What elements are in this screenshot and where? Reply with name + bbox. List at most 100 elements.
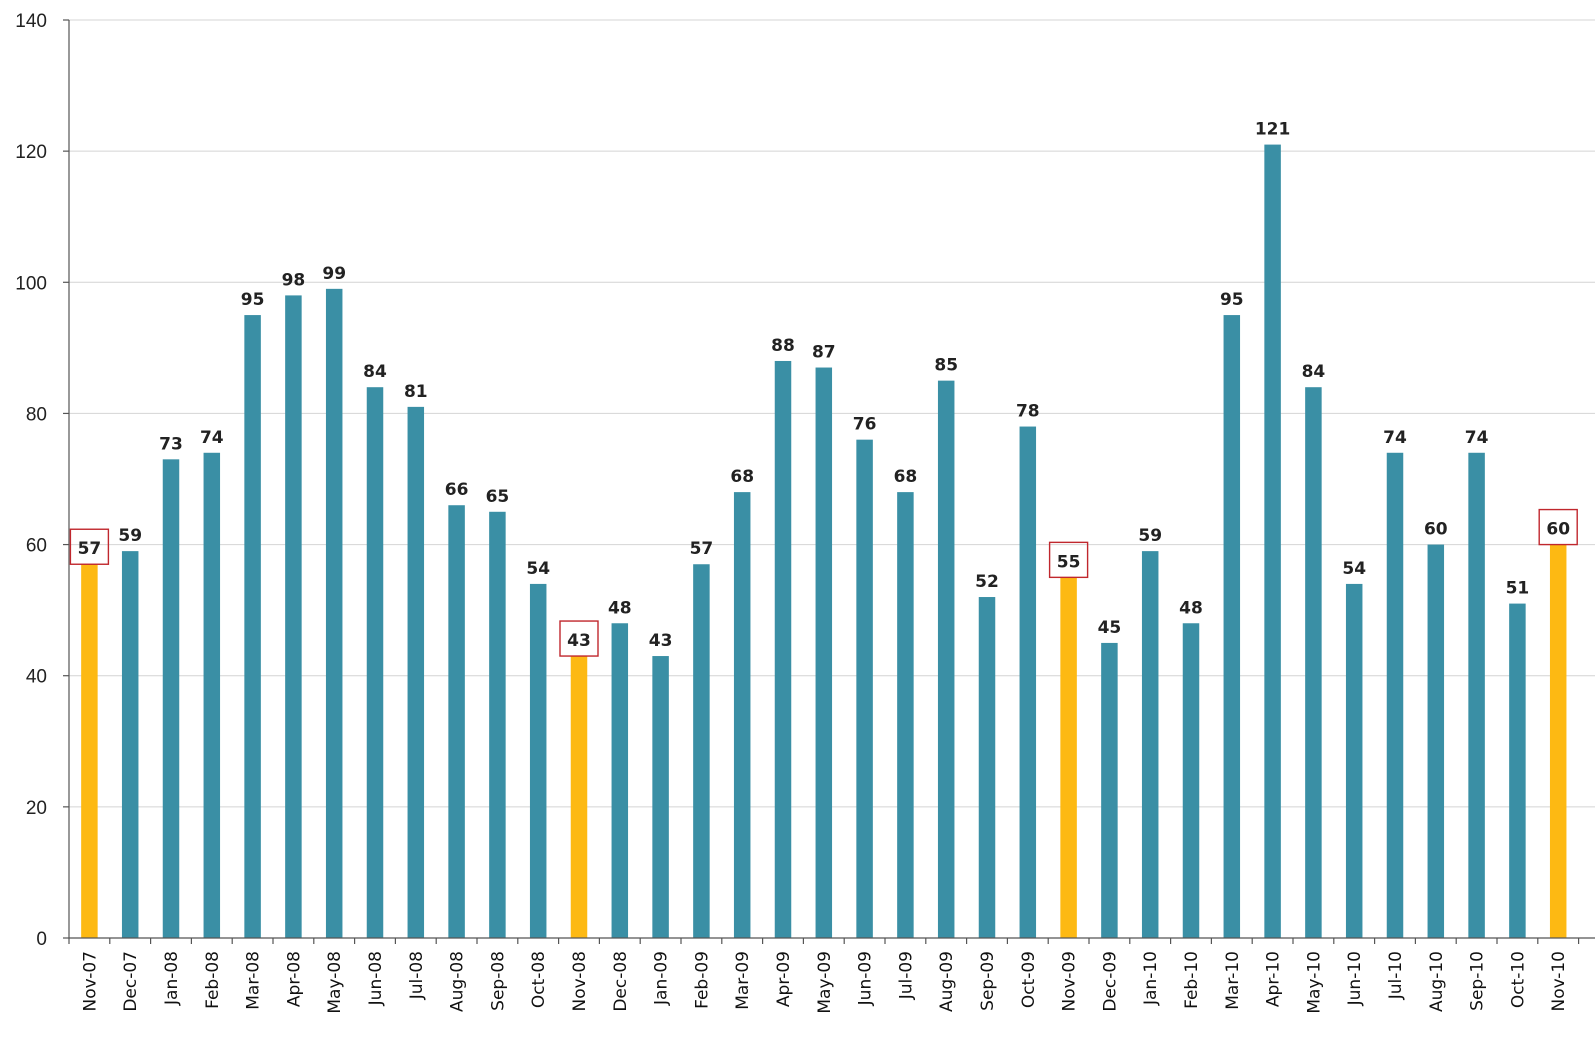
x-tick-label: Dec-08 <box>611 951 631 1012</box>
x-tick-label: Jan-09 <box>652 951 672 1006</box>
data-label: 73 <box>159 434 183 454</box>
highlight-box <box>1048 541 1089 579</box>
data-label: 52 <box>975 572 999 592</box>
data-label: 68 <box>730 467 754 487</box>
data-label: 65 <box>486 487 510 507</box>
x-tick-label: Feb-08 <box>203 951 223 1009</box>
bar-aug-08 <box>448 505 465 938</box>
highlight-box <box>1538 508 1578 546</box>
x-tick-label: Jun-09 <box>856 951 876 1006</box>
bar-dec-07 <box>121 551 139 938</box>
data-label: 84 <box>1302 362 1326 382</box>
bar-feb-08 <box>203 452 221 938</box>
x-tick-label: Mar-09 <box>733 951 753 1010</box>
data-label: 74 <box>1383 428 1407 448</box>
highlight-box <box>69 528 110 565</box>
x-tick-label: Jul-09 <box>896 951 916 1000</box>
bar-dec-08 <box>611 623 629 938</box>
bar-mar-08 <box>244 315 261 939</box>
data-label: 48 <box>608 598 632 618</box>
data-label: 59 <box>1138 526 1162 546</box>
x-tick-label: Sep-10 <box>1468 951 1488 1011</box>
y-tick-label: 120 <box>15 142 47 163</box>
data-label: 99 <box>322 264 346 284</box>
data-label: 95 <box>1220 290 1244 310</box>
x-tick-label: Jan-08 <box>162 951 182 1006</box>
x-tick-label: May-08 <box>325 951 345 1014</box>
data-label: 54 <box>1342 559 1366 579</box>
data-label: 88 <box>771 336 795 356</box>
bar-apr-10 <box>1264 144 1281 939</box>
data-label: 43 <box>649 631 673 651</box>
x-tick-label: Nov-10 <box>1549 951 1569 1012</box>
x-axis: Nov-07 Dec-07 Jan-08 Feb-08 Mar-08 Apr-08 May-… <box>68 937 1595 1014</box>
bar-jan-10 <box>1141 551 1159 938</box>
bar-sep-10 <box>1468 452 1485 938</box>
bar-dec-09 <box>1101 642 1118 938</box>
data-label: 43 <box>567 631 591 651</box>
x-tick-label: Oct-09 <box>1019 951 1039 1008</box>
x-tick-label: Mar-08 <box>244 951 264 1010</box>
data-label: 84 <box>363 362 387 382</box>
x-tick-label: Apr-08 <box>284 951 304 1007</box>
bar-nov-10 <box>1549 544 1567 938</box>
x-tick-label: Nov-07 <box>80 951 100 1012</box>
bar-may-08 <box>325 288 343 938</box>
data-label: 74 <box>1465 428 1489 448</box>
bar-may-10 <box>1305 387 1322 938</box>
bar-sep-08 <box>489 511 506 938</box>
y-axis: 0 20 40 60 80 100 120 140 <box>15 11 70 950</box>
x-tick-label: Aug-08 <box>448 951 468 1012</box>
data-label: 60 <box>1424 520 1448 540</box>
x-tick-label: Feb-10 <box>1182 951 1202 1009</box>
data-label: 76 <box>853 415 877 435</box>
data-label: 87 <box>812 343 836 363</box>
x-tick-label: May-10 <box>1304 951 1324 1014</box>
data-label: 66 <box>445 480 469 500</box>
bar-aug-10 <box>1427 544 1445 938</box>
highlight-box <box>559 620 599 657</box>
x-tick-label: Feb-09 <box>692 951 712 1009</box>
y-tick-label: 80 <box>26 404 47 425</box>
data-labels: 57 59 73 74 95 98 99 84 81 66 65 54 43 48 43 57 68 88 87 76… <box>69 120 1578 657</box>
data-label: 60 <box>1546 520 1570 540</box>
data-label: 57 <box>690 539 714 559</box>
x-tick-label: Aug-10 <box>1427 951 1447 1012</box>
bar-nov-09 <box>1060 577 1077 938</box>
x-tick-label: Jul-08 <box>407 951 427 1000</box>
bar-jan-09 <box>652 656 669 938</box>
bar-sep-09 <box>978 597 996 938</box>
data-label: 121 <box>1255 120 1291 140</box>
bar-may-09 <box>815 367 833 938</box>
x-tick-label: May-09 <box>815 951 835 1014</box>
bar-jul-08 <box>407 406 425 938</box>
bar-aug-09 <box>937 380 955 939</box>
bar-mar-09 <box>733 492 751 938</box>
x-tick-label: Nov-09 <box>1060 951 1080 1012</box>
x-tick-label: Apr-10 <box>1264 951 1284 1007</box>
x-tick-label: Aug-09 <box>937 951 957 1012</box>
x-tick-label: Dec-09 <box>1100 951 1120 1012</box>
x-tick-label: Apr-09 <box>774 951 794 1007</box>
bar-nov-08 <box>570 656 588 938</box>
bar-jun-08 <box>366 387 384 938</box>
y-tick-label: 20 <box>26 798 47 819</box>
data-label: 51 <box>1506 579 1530 599</box>
bar-jun-09 <box>856 439 873 938</box>
x-tick-label: Oct-10 <box>1508 951 1528 1008</box>
bar-jul-09 <box>897 492 914 938</box>
bar-nov-07 <box>81 564 98 938</box>
bar-oct-10 <box>1509 603 1526 938</box>
x-tick-label: Mar-10 <box>1223 951 1243 1010</box>
data-label: 45 <box>1098 618 1122 638</box>
x-tick-label: Nov-08 <box>570 951 590 1012</box>
bar-jan-08 <box>162 459 180 938</box>
y-tick-label: 0 <box>36 929 47 950</box>
y-tick-label: 140 <box>15 11 47 32</box>
bar-oct-09 <box>1019 426 1037 938</box>
x-tick-label: Oct-08 <box>529 951 549 1008</box>
bar-apr-09 <box>774 360 792 938</box>
y-tick-label: 60 <box>26 536 47 557</box>
y-tick-label: 100 <box>15 273 47 294</box>
